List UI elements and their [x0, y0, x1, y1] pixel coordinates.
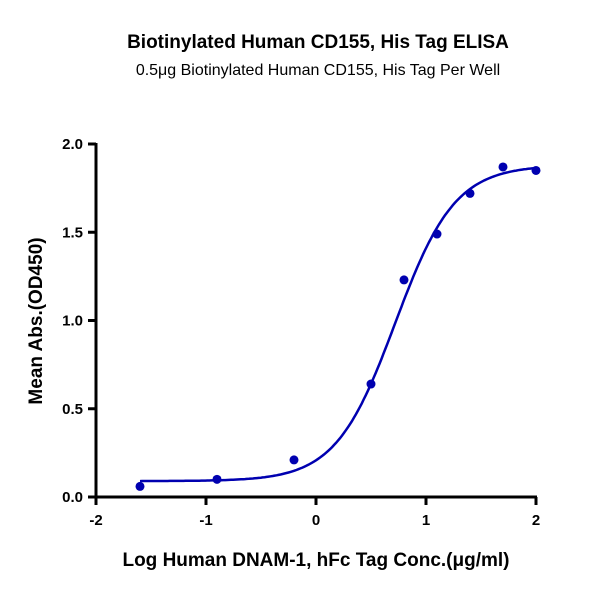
- x-tick-label: -2: [89, 512, 102, 529]
- x-axis-label: Log Human DNAM-1, hFc Tag Conc.(μg/ml): [122, 550, 509, 571]
- y-tick-label: 2.0: [62, 136, 83, 153]
- data-point: [212, 474, 222, 484]
- y-tick-label: 0.5: [62, 401, 83, 418]
- data-point: [366, 379, 376, 389]
- data-point: [531, 165, 541, 175]
- data-point: [465, 188, 475, 198]
- data-point: [289, 455, 299, 465]
- data-point: [432, 229, 442, 239]
- data-point: [399, 275, 409, 285]
- y-axis-label: Mean Abs.(OD450): [26, 237, 47, 404]
- data-point: [498, 162, 508, 172]
- data-point: [135, 481, 145, 491]
- y-tick-label: 1.5: [62, 224, 83, 241]
- y-tick-label: 1.0: [62, 313, 83, 330]
- x-tick-label: -1: [199, 512, 212, 529]
- fit-curve: [139, 166, 537, 483]
- x-tick-label: 1: [422, 512, 430, 529]
- chart-title: Biotinylated Human CD155, His Tag ELISA: [127, 32, 509, 53]
- x-tick-label: 2: [532, 512, 540, 529]
- x-tick-label: 0: [312, 512, 320, 529]
- y-tick-label: 0.0: [62, 489, 83, 506]
- chart-subtitle: 0.5μg Biotinylated Human CD155, His Tag …: [135, 62, 501, 79]
